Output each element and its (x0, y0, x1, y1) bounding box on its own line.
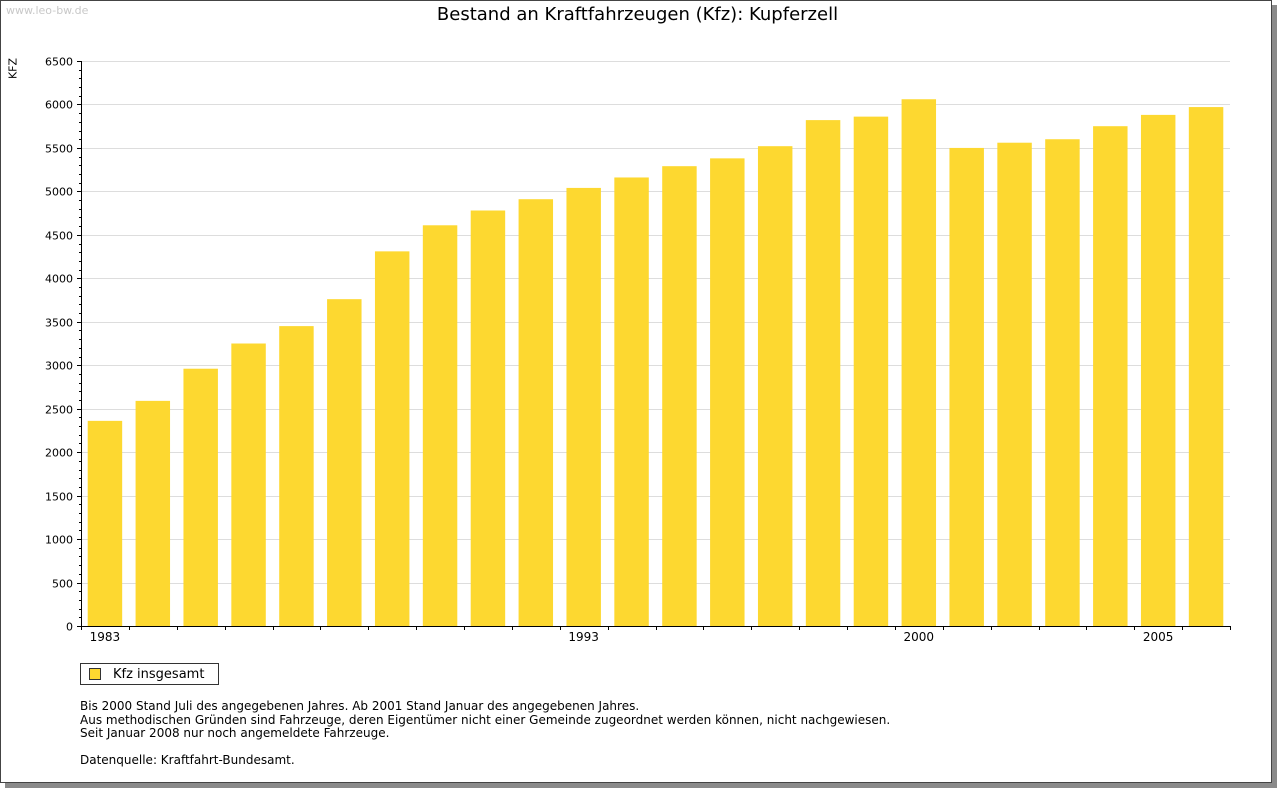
legend: Kfz insgesamt (80, 663, 220, 685)
watermark: www.leo-bw.de (6, 4, 89, 17)
y-tick-label: 1000 (45, 534, 73, 547)
y-tick-label: 1500 (45, 491, 73, 504)
bar-1996 (710, 158, 745, 626)
bar-1985 (183, 368, 218, 626)
footnote-1: Bis 2000 Stand Juli des angegebenen Jahr… (80, 699, 640, 713)
bar-2005 (1140, 114, 1176, 627)
x-tick-label: 2000 (904, 630, 935, 644)
bar-2000 (901, 99, 937, 626)
footnote-3: Seit Januar 2008 nur noch angemeldete Fa… (80, 726, 390, 740)
y-tick-label: 6000 (45, 99, 73, 112)
bar-1988 (327, 299, 362, 626)
x-tick-label: 2005 (1143, 630, 1174, 644)
bar-1991 (470, 210, 506, 626)
x-tick-label: 1983 (90, 630, 121, 644)
bar-1998 (805, 120, 841, 626)
bar-1986 (231, 343, 266, 626)
data-source: Datenquelle: Kraftfahrt-Bundesamt. (80, 753, 295, 767)
chart-title: Bestand an Kraftfahrzeugen (Kfz): Kupfer… (436, 4, 839, 25)
legend-label: Kfz insgesamt (113, 666, 205, 682)
bar-1997 (757, 146, 793, 626)
bar-1987 (279, 326, 314, 626)
bar-1999 (853, 116, 889, 626)
bar-1995 (662, 166, 697, 626)
footnote-2: Aus methodischen Gründen sind Fahrzeuge,… (80, 712, 891, 727)
bar-2002 (997, 142, 1032, 626)
bar-2004 (1093, 126, 1128, 626)
bar-1990 (422, 225, 458, 627)
y-tick-label: 4000 (45, 273, 73, 286)
legend-swatch (89, 668, 101, 680)
y-tick-label: 5500 (45, 143, 73, 156)
y-tick-label: 0 (66, 621, 73, 634)
bar-1989 (374, 251, 410, 626)
x-tick-label: 1993 (568, 630, 599, 644)
y-tick-label: 5000 (45, 186, 73, 199)
bar-2003 (1045, 139, 1080, 626)
bar-2001 (949, 147, 984, 626)
bar-2006 (1188, 107, 1224, 627)
bar-1984 (135, 400, 171, 626)
y-tick-label: 3000 (45, 360, 73, 373)
bar-1994 (614, 177, 649, 626)
bar-1993 (566, 187, 601, 626)
y-tick-label: 2500 (45, 404, 73, 417)
y-tick-label: 500 (52, 578, 73, 591)
bar-1992 (518, 199, 554, 626)
bar-chart: 0 500 1000 1500 2000 2500 3000 3500 4000 4500 5000… (45, 56, 1231, 644)
y-tick-label: 2000 (45, 447, 73, 460)
y-tick-label: 6500 (45, 56, 73, 69)
footnotes: Bis 2000 Stand Juli des angegebenen Jahr… (80, 699, 891, 741)
bar-1983 (87, 420, 123, 626)
y-tick-label: 3500 (45, 317, 73, 330)
y-tick-label: 4500 (45, 230, 73, 243)
